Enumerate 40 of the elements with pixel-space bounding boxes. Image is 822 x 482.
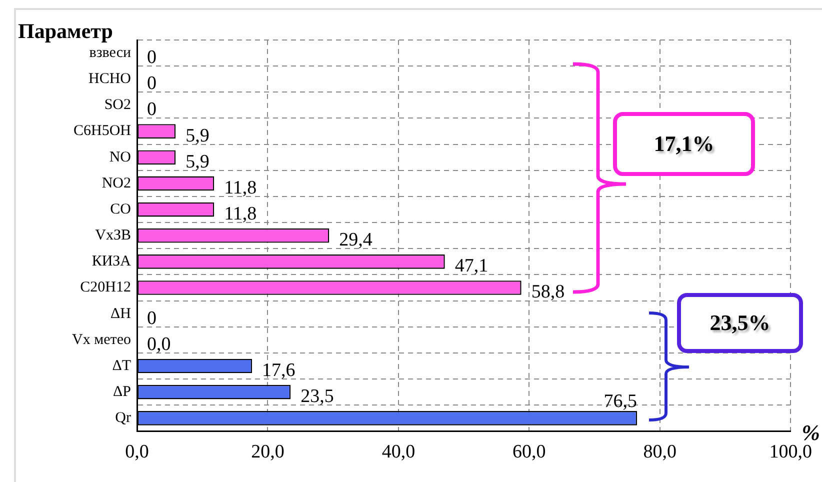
annotation: 17,1% — [654, 131, 714, 157]
data-label: 0 — [147, 73, 156, 94]
y-tick-label: HCHO — [88, 71, 132, 88]
data-label: 5,9 — [186, 125, 210, 146]
data-label: 47,1 — [454, 256, 488, 277]
y-axis-title: Параметр — [18, 18, 113, 43]
y-tick-label: ΔP — [113, 384, 131, 400]
data-label: 0 — [147, 308, 156, 329]
y-tick-label: взвеси — [89, 44, 131, 61]
y-tick-label: NO — [109, 149, 132, 166]
callout: 17,1% — [613, 112, 755, 176]
x-tick-label: 80,0 — [643, 442, 677, 463]
y-tick-label: C20H12 — [80, 280, 131, 296]
y-tick-label: ΔH — [110, 306, 132, 322]
x-tick-label: 20,0 — [251, 442, 284, 463]
y-tick-label: NO2 — [102, 175, 131, 192]
y-tick-label: ΔT — [112, 358, 131, 374]
data-label: 58,8 — [531, 282, 565, 303]
data-label: 0 — [147, 99, 156, 120]
y-tick-label: VxЗВ — [95, 228, 131, 244]
x-tick-label: 0,0 — [125, 442, 149, 463]
y-tick-label: CO — [110, 201, 132, 218]
data-label: 11,8 — [224, 177, 257, 198]
y-tick-label: Vx метео — [72, 332, 131, 348]
y-tick-label: C6H5OH — [73, 123, 132, 140]
data-label: 11,8 — [224, 204, 257, 225]
data-label: 0 — [147, 47, 156, 68]
data-label: 17,6 — [262, 360, 296, 381]
x-tick-label: 40,0 — [382, 442, 416, 463]
data-label: 76,5 — [604, 391, 638, 412]
data-label: 23,5 — [300, 386, 334, 408]
callout: 23,5% — [677, 293, 803, 353]
annotation: 23,5% — [710, 310, 770, 336]
y-tick-label: Qr — [115, 410, 132, 426]
y-tick-label: КИЗА — [92, 254, 132, 270]
data-label: 5,9 — [186, 151, 210, 172]
y-tick-label: SO2 — [104, 97, 131, 114]
data-label: 0,0 — [147, 334, 171, 355]
data-label: 29,4 — [339, 230, 373, 251]
x-tick-label: 60,0 — [512, 442, 546, 463]
